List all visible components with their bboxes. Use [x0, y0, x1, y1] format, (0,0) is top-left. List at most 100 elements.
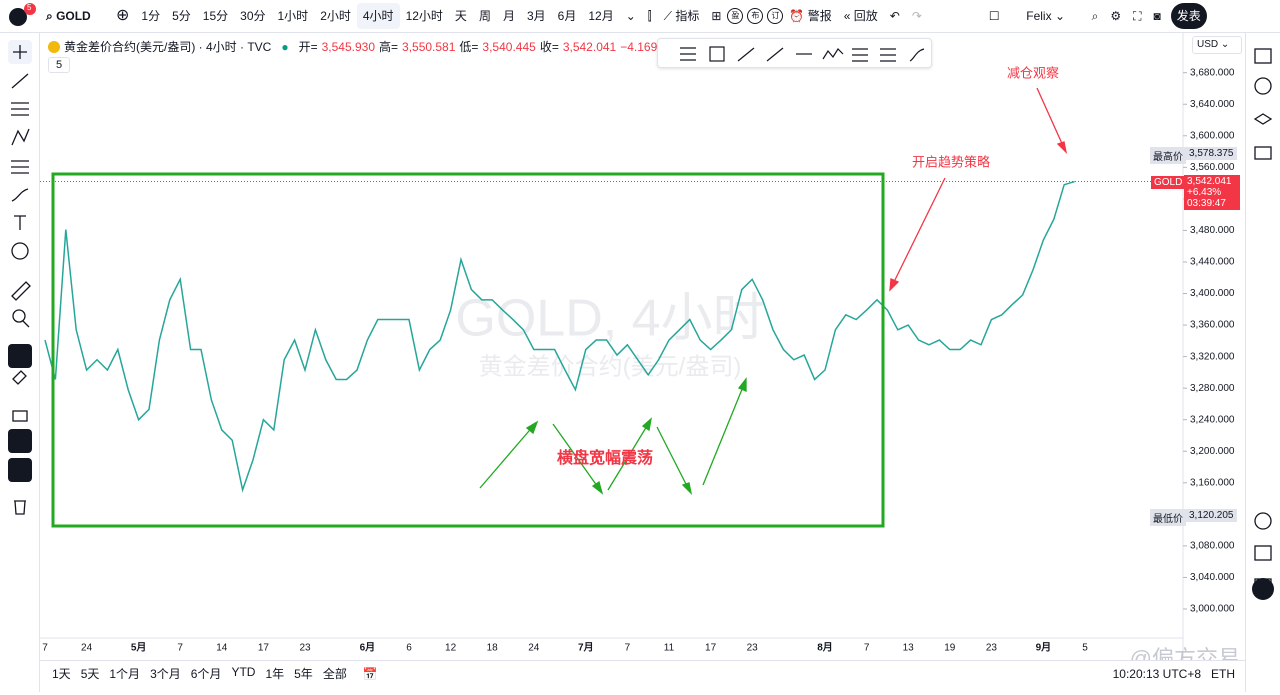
- range-button[interactable]: 1年: [265, 667, 285, 681]
- ohlc-value: 3,542.041: [562, 39, 617, 54]
- alerts-label: 警报: [807, 9, 832, 23]
- layout-toggle[interactable]: ☐: [988, 9, 1000, 23]
- watermark-symbol: GOLD, 4小时: [455, 290, 764, 348]
- x-tick-label: 7: [864, 643, 870, 654]
- symbol: GOLD: [56, 9, 91, 23]
- interval-button[interactable]: 30分: [240, 9, 266, 23]
- replay[interactable]: « 回放: [843, 9, 878, 23]
- y-tick-label: 3,160.000: [1190, 477, 1235, 488]
- legend-title: 黄金差价合约(美元/盎司) · 4小时 · TVC: [64, 40, 272, 54]
- x-tick-label: 23: [299, 643, 311, 654]
- y-tick-label: 3,440.000: [1190, 257, 1235, 268]
- range-button[interactable]: 1天: [52, 667, 71, 681]
- chart-bg: [40, 33, 1245, 660]
- high-marker-value: 3,578.375: [1186, 147, 1237, 160]
- range-bar: 1天 5天 1个月 3个月 6个月 YTD 1年 5年 全部 📅 10:20:13 UTC+8 …: [40, 660, 1245, 686]
- green-arrows: [479, 377, 747, 495]
- countdown: 03:39:47: [1187, 198, 1226, 209]
- x-tick-label: 23: [747, 643, 759, 654]
- icon-label[interactable]: 布: [747, 8, 764, 24]
- interval-button[interactable]: 15分: [202, 9, 229, 23]
- interval-button[interactable]: 3月: [526, 9, 546, 23]
- x-tick-label: 17: [258, 643, 270, 654]
- x-tick-label: 18: [487, 643, 499, 654]
- range-button[interactable]: 5天: [80, 667, 100, 681]
- icon-label[interactable]: 订: [767, 8, 784, 24]
- last-price-tag: 3,542.041 +6.43% 03:39:47: [1184, 175, 1240, 210]
- snapshot[interactable]: ◙: [1153, 9, 1161, 23]
- right-sidebar: [1245, 33, 1280, 692]
- chart-type[interactable]: ⫿: [647, 9, 652, 23]
- range-button[interactable]: 1个月: [109, 667, 141, 681]
- x-tick-label: 14: [216, 643, 228, 654]
- avatar[interactable]: 5: [0, 0, 40, 33]
- symbol-tag: GOLD: [1151, 176, 1186, 189]
- currency-selector[interactable]: USD ⌄: [1192, 36, 1242, 54]
- x-tick-label: 24: [81, 643, 93, 654]
- compare-button[interactable]: ⊕: [116, 7, 130, 24]
- x-tick-label: 19: [944, 643, 956, 654]
- price-line: [44, 180, 1075, 493]
- x-tick-label: 7月: [578, 642, 594, 654]
- publish[interactable]: 发表: [1170, 3, 1207, 29]
- range-button[interactable]: 5年: [294, 667, 313, 681]
- y-tick-label: 3,400.000: [1190, 288, 1235, 299]
- indicators[interactable]: ⟋ 指标: [663, 9, 700, 23]
- annotation: 横盘宽幅震荡: [557, 448, 653, 467]
- interval-button[interactable]: 12月: [588, 9, 614, 23]
- status-dot: ●: [281, 39, 289, 54]
- badge: 5: [27, 2, 32, 12]
- legend-toggle[interactable]: 5: [48, 57, 70, 73]
- floating-drawbar: [657, 38, 932, 68]
- x-tick-label: 17: [705, 643, 717, 654]
- ranges: 1天 5天 1个月 3个月 6个月 YTD 1年 5年 全部: [48, 665, 351, 682]
- interval-button[interactable]: 天: [454, 9, 467, 23]
- range-button[interactable]: YTD: [231, 665, 256, 679]
- session[interactable]: ETH: [1211, 666, 1235, 681]
- range-button[interactable]: 3个月: [150, 667, 181, 681]
- x-tick-label: 23: [986, 643, 998, 654]
- user: Felix: [1026, 9, 1052, 23]
- ohlc-label: 开=: [298, 40, 318, 54]
- range-button[interactable]: 全部: [322, 667, 347, 681]
- layouts[interactable]: ⊞: [711, 9, 722, 23]
- y-tick-label: 3,040.000: [1190, 572, 1235, 583]
- interval-button[interactable]: 2小时: [320, 9, 351, 23]
- icon-label[interactable]: 盈: [727, 8, 744, 24]
- interval-button[interactable]: 月: [502, 9, 515, 23]
- replay-label: 回放: [853, 9, 878, 23]
- interval-button[interactable]: 周: [478, 9, 491, 23]
- interval-button[interactable]: 6月: [557, 9, 577, 23]
- interval-button[interactable]: 1分: [141, 9, 161, 23]
- high-marker-label: 最高价: [1150, 147, 1186, 164]
- y-tick-label: 3,600.000: [1190, 130, 1235, 141]
- ohlc-label: 低=: [459, 40, 479, 54]
- ohlc-value: 3,545.930: [321, 39, 375, 54]
- y-tick-label: 3,320.000: [1190, 351, 1235, 362]
- interval-button[interactable]: 4小时: [356, 3, 400, 29]
- interval-menu[interactable]: ⌄: [625, 9, 636, 23]
- interval-button[interactable]: 1小时: [277, 9, 309, 23]
- goto-date[interactable]: 📅: [362, 666, 378, 681]
- y-tick-label: 3,560.000: [1190, 162, 1235, 173]
- search[interactable]: ⌕: [1091, 9, 1099, 23]
- symbol-search[interactable]: ⌕ GOLD: [46, 9, 91, 23]
- watermark-name: 黄金差价合约(美元/盎司): [479, 353, 742, 380]
- user-menu[interactable]: Felix ⌄: [1026, 9, 1065, 23]
- interval-button[interactable]: 5分: [172, 9, 191, 23]
- x-tick-label: 5: [1082, 643, 1088, 654]
- alerts[interactable]: ⏰ 警报: [789, 9, 832, 23]
- x-tick-label: 6月: [360, 642, 376, 654]
- intervals: 1分 5分 15分 30分 1小时 2小时 4小时 12小时天周月 3月 6月 12月: [135, 3, 619, 29]
- undo[interactable]: ↶: [889, 9, 900, 23]
- x-tick-label: 12: [445, 643, 457, 654]
- range-button[interactable]: 6个月: [190, 667, 222, 681]
- settings[interactable]: ⚙: [1110, 9, 1122, 23]
- last-change: +6.43%: [1187, 187, 1222, 198]
- y-tick-label: 3,360.000: [1190, 320, 1235, 331]
- icon-labels: 盈布订: [727, 8, 784, 24]
- fullscreen[interactable]: ⛶: [1133, 9, 1142, 23]
- x-tick-label: 13: [903, 643, 915, 654]
- redo[interactable]: ↷: [911, 9, 922, 23]
- interval-button[interactable]: 12小时: [405, 9, 443, 23]
